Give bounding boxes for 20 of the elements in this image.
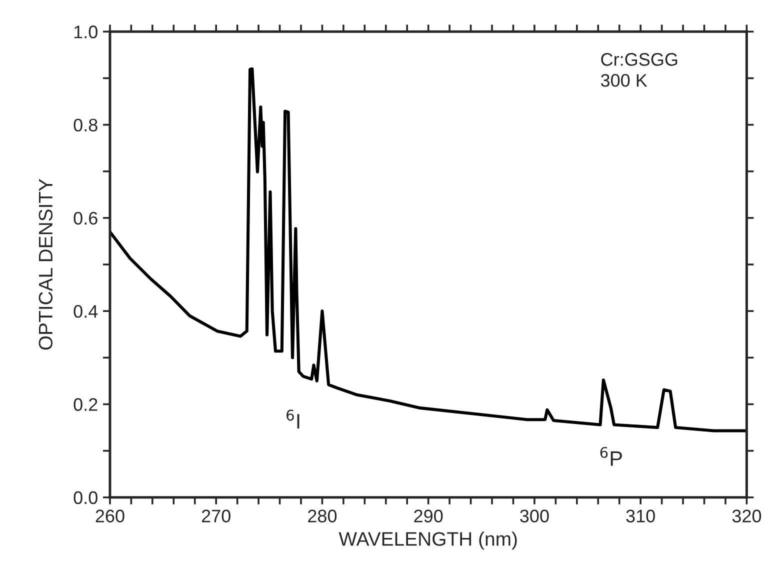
y-tick-label: 0.0 xyxy=(74,491,98,504)
x-axis-title: WAVELENGTH (nm) xyxy=(338,532,517,550)
x-tick-label: 320 xyxy=(732,510,762,522)
annotation: 300 K xyxy=(600,74,648,87)
annotation: Cr:GSGG xyxy=(601,53,678,66)
annotation: $^{6}$P xyxy=(600,446,622,466)
x-tick-label: 280 xyxy=(308,510,337,522)
x-tick-label: 290 xyxy=(414,510,443,522)
y-tick-label: 1.0 xyxy=(74,26,98,38)
x-tick-label: 300 xyxy=(520,510,549,522)
y-tick-label: 0.2 xyxy=(74,398,98,411)
y-tick-label: 0.4 xyxy=(74,305,98,318)
y-tick-label: 0.8 xyxy=(74,118,98,132)
x-tick-label: 270 xyxy=(202,510,230,522)
y-axis-title: OPTICAL DENSITY xyxy=(38,178,53,350)
annotation: $^{6}$I xyxy=(286,410,300,428)
line-series xyxy=(110,67,747,432)
y-tick-label: 0.6 xyxy=(74,212,98,225)
x-tick-label: 310 xyxy=(626,510,655,522)
x-tick-label: 260 xyxy=(96,510,124,522)
